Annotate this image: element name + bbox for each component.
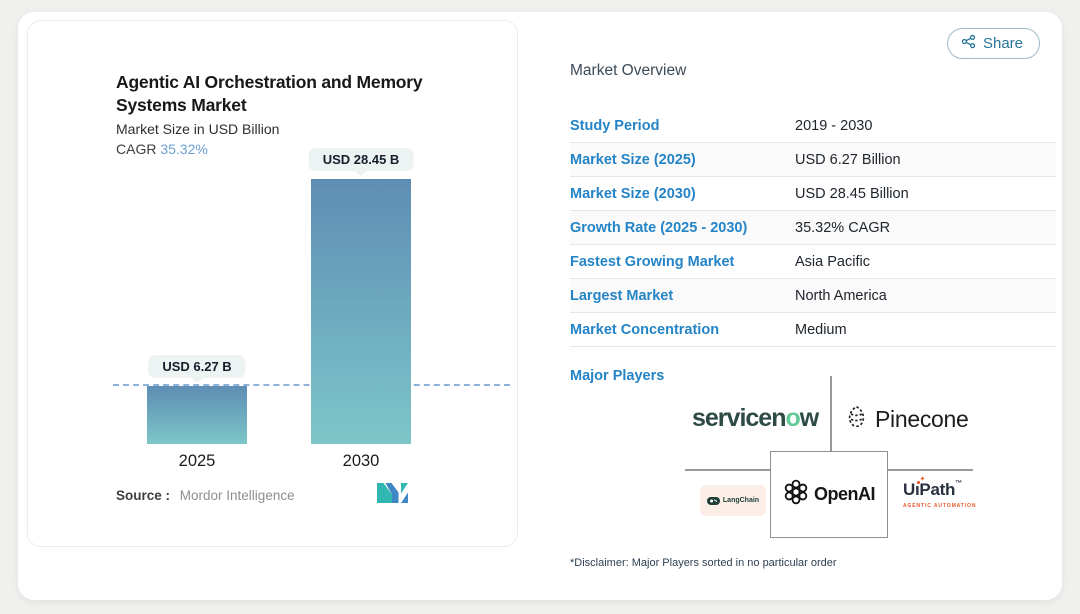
uipath-path: Path	[919, 480, 956, 499]
uipath-spark-icon: ✦	[919, 476, 926, 483]
pinecone-icon	[844, 404, 869, 434]
source-label: Source :	[116, 488, 171, 503]
source-row: Source : Mordor Intelligence	[116, 482, 412, 509]
bar-label-2030: USD 28.45 B	[308, 148, 414, 171]
row-label: Largest Market	[570, 287, 674, 304]
source-text: Source : Mordor Intelligence	[116, 488, 295, 503]
share-button-label: Share	[982, 35, 1023, 52]
row-label: Study Period	[570, 117, 660, 134]
row-value: Medium	[795, 321, 847, 338]
servicenow-o: o	[785, 404, 800, 432]
x-axis-label-2025: 2025	[178, 452, 216, 470]
bar-chart: USD 6.27 B USD 28.45 B 2025 2030	[113, 148, 510, 481]
chart-title: Agentic AI Orchestration and Memory Syst…	[116, 72, 423, 115]
table-row-market-concentration: Market Concentration Medium	[570, 313, 1056, 347]
chart-panel: Agentic AI Orchestration and Memory Syst…	[27, 20, 518, 547]
divider-horizontal-left	[685, 469, 770, 471]
table-row-fastest-growing-market: Fastest Growing Market Asia Pacific	[570, 245, 1056, 279]
row-value: 35.32% CAGR	[795, 219, 891, 236]
market-overview-panel: Market Overview Study Period 2019 - 2030…	[570, 62, 1056, 569]
openai-icon	[783, 479, 809, 510]
table-row-largest-market: Largest Market North America	[570, 279, 1056, 313]
overview-table: Study Period 2019 - 2030 Market Size (20…	[570, 109, 1056, 347]
row-value: USD 6.27 Billion	[795, 151, 901, 168]
table-row-market-size-2025: Market Size (2025) USD 6.27 Billion	[570, 143, 1056, 177]
x-axis-label-2030: 2030	[342, 452, 380, 470]
disclaimer-text: *Disclaimer: Major Players sorted in no …	[570, 557, 837, 569]
pinecone-logo: Pinecone	[844, 404, 969, 434]
row-label: Market Size (2030)	[570, 185, 696, 202]
langchain-logo: LangChain	[700, 485, 766, 516]
row-label: Market Concentration	[570, 321, 720, 338]
uipath-tm: ™	[955, 480, 962, 487]
share-icon	[961, 34, 976, 53]
uipath-tagline: AGENTIC AUTOMATION	[903, 503, 977, 509]
row-value: 2019 - 2030	[795, 117, 873, 134]
share-button[interactable]: Share	[946, 28, 1040, 59]
row-value: Asia Pacific	[795, 253, 870, 270]
table-row-study-period: Study Period 2019 - 2030	[570, 109, 1056, 143]
report-card: Agentic AI Orchestration and Memory Syst…	[18, 12, 1062, 600]
row-value: USD 28.45 Billion	[795, 185, 909, 202]
langchain-icon	[706, 492, 720, 510]
uipath-i-dot-icon	[916, 481, 920, 485]
servicenow-text: servicen	[692, 404, 786, 432]
bar-label-2025: USD 6.27 B	[148, 355, 246, 378]
major-players-section: Major Players servicenow Pinecone	[570, 358, 1056, 554]
mordor-intelligence-logo-icon	[376, 482, 412, 509]
langchain-text: LangChain	[722, 497, 760, 504]
uipath-logo: UıPath™ ✦ AGENTIC AUTOMATION	[903, 476, 977, 509]
row-label: Fastest Growing Market	[570, 253, 735, 270]
divider-vertical	[830, 376, 832, 452]
uipath-wordmark: UıPath™ ✦	[903, 476, 976, 500]
openai-text: OpenAI	[813, 484, 876, 504]
cagr-label: CAGR	[116, 141, 157, 157]
divider-horizontal-right	[888, 469, 973, 471]
table-row-growth-rate: Growth Rate (2025 - 2030) 35.32% CAGR	[570, 211, 1056, 245]
market-overview-title: Market Overview	[570, 62, 687, 79]
openai-logo: OpenAI	[770, 451, 888, 538]
row-label: Market Size (2025)	[570, 151, 696, 168]
row-label: Growth Rate (2025 - 2030)	[570, 219, 748, 236]
bar-2030	[311, 179, 411, 444]
source-name: Mordor Intelligence	[179, 488, 295, 503]
bar-2025	[147, 386, 247, 444]
uipath-u: U	[903, 480, 915, 499]
uipath-i: ı	[914, 480, 920, 499]
cagr-value: 35.32%	[160, 141, 208, 157]
servicenow-text-end: w	[799, 404, 819, 432]
pinecone-text: Pinecone	[875, 405, 969, 432]
cagr-row: CAGR 35.32%	[116, 141, 208, 157]
table-row-market-size-2030: Market Size (2030) USD 28.45 Billion	[570, 177, 1056, 211]
chart-subtitle: Market Size in USD Billion	[116, 121, 280, 137]
row-value: North America	[795, 287, 887, 304]
servicenow-logo: servicenow	[692, 404, 819, 433]
major-players-label: Major Players	[570, 368, 665, 384]
